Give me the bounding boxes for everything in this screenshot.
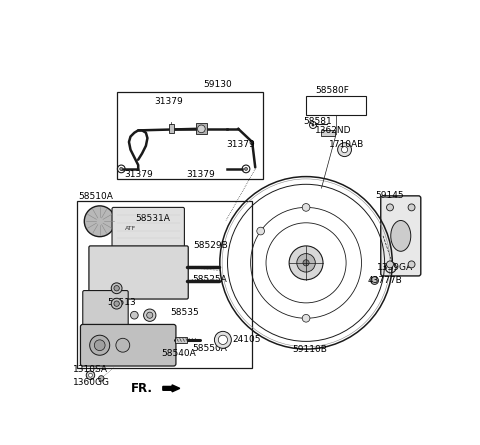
Circle shape <box>408 204 415 211</box>
Text: 1362ND: 1362ND <box>315 126 352 135</box>
Circle shape <box>289 246 323 280</box>
Text: 58510A: 58510A <box>78 192 113 201</box>
Circle shape <box>257 227 264 235</box>
Text: 31379: 31379 <box>155 97 183 105</box>
Text: 58535: 58535 <box>170 307 199 317</box>
Circle shape <box>90 335 110 355</box>
Text: 1360GG: 1360GG <box>73 378 110 388</box>
Text: FR.: FR. <box>131 382 153 395</box>
Circle shape <box>408 261 415 268</box>
Text: 58531A: 58531A <box>135 214 170 223</box>
Text: 24105: 24105 <box>232 336 261 344</box>
Ellipse shape <box>391 220 411 251</box>
Circle shape <box>312 124 314 126</box>
Circle shape <box>111 283 122 294</box>
Circle shape <box>302 315 310 322</box>
Text: 58540A: 58540A <box>161 349 196 358</box>
Circle shape <box>337 143 351 157</box>
Circle shape <box>244 167 248 170</box>
Text: 31379: 31379 <box>186 170 215 179</box>
Bar <box>77 201 252 368</box>
Text: 43777B: 43777B <box>368 276 402 285</box>
Circle shape <box>144 309 156 321</box>
Text: 31379: 31379 <box>227 140 255 149</box>
Text: ATF: ATF <box>125 227 136 231</box>
Circle shape <box>111 298 122 309</box>
Bar <box>175 337 188 343</box>
Text: 1339GA: 1339GA <box>377 263 413 272</box>
Circle shape <box>303 260 309 266</box>
Text: 59130: 59130 <box>203 80 232 89</box>
Circle shape <box>197 125 205 133</box>
Text: 58513: 58513 <box>108 298 136 307</box>
Circle shape <box>116 338 130 352</box>
Circle shape <box>218 335 228 344</box>
Circle shape <box>131 312 138 319</box>
Circle shape <box>215 332 231 348</box>
Text: 58525A: 58525A <box>192 275 227 283</box>
Circle shape <box>371 277 378 284</box>
Circle shape <box>84 206 115 237</box>
Circle shape <box>86 371 95 380</box>
Circle shape <box>114 286 120 291</box>
Bar <box>322 129 336 136</box>
Text: 1310SA: 1310SA <box>73 364 108 374</box>
Bar <box>117 92 263 179</box>
Circle shape <box>88 373 92 377</box>
Bar <box>169 124 174 134</box>
FancyArrow shape <box>163 385 180 392</box>
Text: 58580F: 58580F <box>315 86 349 95</box>
Text: 31379: 31379 <box>124 170 153 179</box>
Circle shape <box>341 146 348 153</box>
Bar <box>306 96 366 115</box>
Circle shape <box>94 340 105 351</box>
Text: 58581: 58581 <box>304 117 333 125</box>
FancyBboxPatch shape <box>381 196 421 276</box>
Circle shape <box>386 204 394 211</box>
Circle shape <box>120 167 123 170</box>
Bar <box>196 123 207 134</box>
Text: 58550A: 58550A <box>192 344 227 353</box>
Text: 1710AB: 1710AB <box>329 140 364 149</box>
Circle shape <box>302 203 310 211</box>
Text: 59110B: 59110B <box>292 345 327 354</box>
FancyBboxPatch shape <box>112 207 184 251</box>
FancyBboxPatch shape <box>89 246 188 299</box>
Text: 59145: 59145 <box>375 191 404 200</box>
Circle shape <box>98 376 104 381</box>
Text: 58529B: 58529B <box>193 241 228 251</box>
Circle shape <box>147 312 153 318</box>
FancyBboxPatch shape <box>83 291 128 326</box>
Circle shape <box>297 254 315 272</box>
Circle shape <box>386 261 394 268</box>
FancyBboxPatch shape <box>81 324 176 366</box>
Circle shape <box>114 301 120 306</box>
